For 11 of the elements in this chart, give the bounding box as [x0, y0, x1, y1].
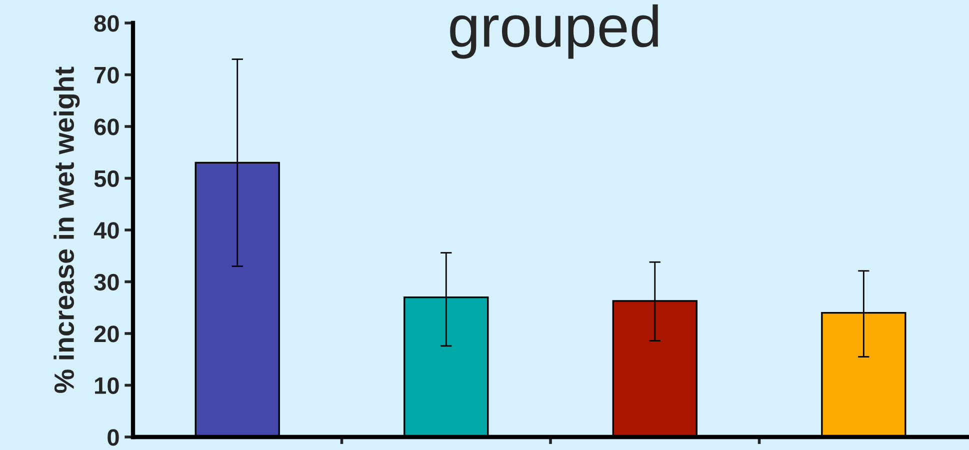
y-tick-label: 80: [94, 15, 119, 32]
y-tick-label: 60: [94, 118, 119, 136]
y-tick-label: 30: [94, 274, 119, 291]
y-axis-title: % increase in wet weight: [54, 66, 80, 393]
y-tick-label: 70: [94, 66, 119, 84]
y-tick-label: 40: [94, 222, 119, 239]
y-tick-label: 0: [108, 429, 119, 446]
y-tick-label: 20: [94, 326, 119, 342]
y-tick-label: 50: [94, 170, 119, 188]
chart-title: grouped: [450, 4, 658, 59]
y-tick-label: 10: [95, 377, 119, 394]
